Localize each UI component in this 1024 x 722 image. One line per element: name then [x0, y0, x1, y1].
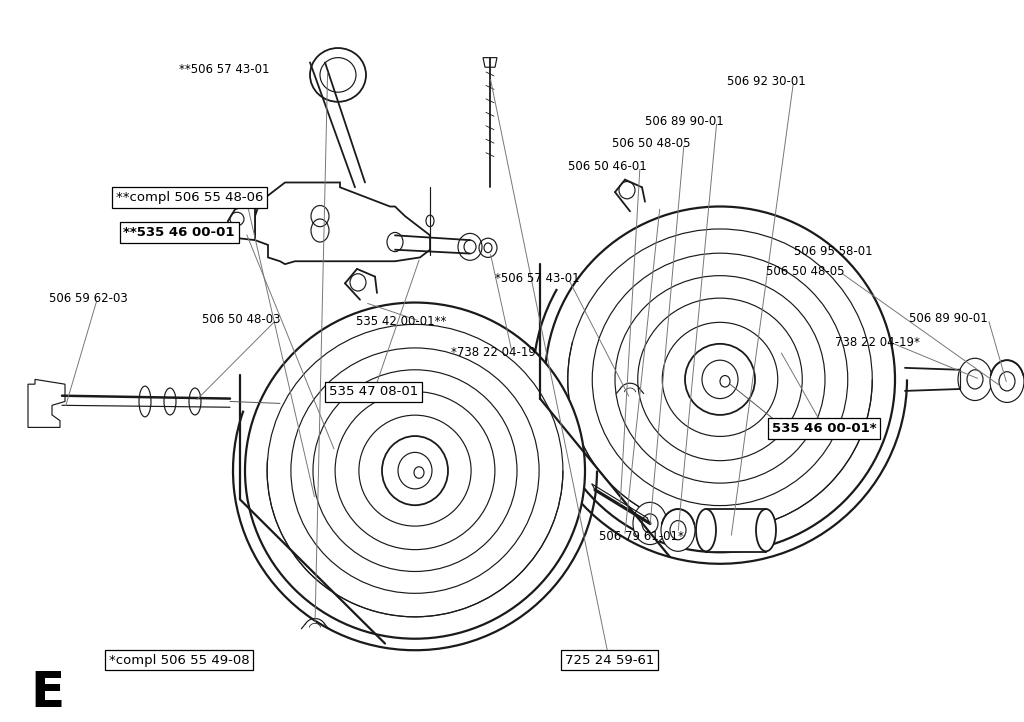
- Text: 506 50 48-05: 506 50 48-05: [612, 137, 691, 150]
- Text: 535 42 00-01**: 535 42 00-01**: [356, 315, 446, 328]
- Ellipse shape: [382, 436, 449, 505]
- Text: **535 46 00-01: **535 46 00-01: [124, 226, 234, 239]
- Text: E: E: [31, 669, 65, 717]
- Ellipse shape: [662, 509, 695, 552]
- Ellipse shape: [310, 48, 366, 102]
- Text: 725 24 59-61: 725 24 59-61: [564, 653, 654, 666]
- Text: 506 50 48-05: 506 50 48-05: [766, 266, 845, 279]
- Text: 506 89 90-01: 506 89 90-01: [645, 115, 724, 128]
- Ellipse shape: [245, 303, 585, 639]
- Polygon shape: [483, 58, 497, 67]
- Ellipse shape: [164, 388, 176, 415]
- Polygon shape: [255, 183, 430, 264]
- Ellipse shape: [685, 344, 755, 415]
- Text: **506 57 43-01: **506 57 43-01: [179, 63, 269, 76]
- Text: 506 50 48-03: 506 50 48-03: [202, 313, 281, 326]
- Text: 506 89 90-01: 506 89 90-01: [909, 313, 988, 326]
- Ellipse shape: [633, 503, 667, 544]
- Polygon shape: [706, 509, 766, 552]
- Ellipse shape: [545, 206, 895, 552]
- Text: 506 59 62-03: 506 59 62-03: [49, 292, 128, 305]
- Ellipse shape: [189, 388, 201, 415]
- Polygon shape: [228, 201, 255, 240]
- Text: *738 22 04-19: *738 22 04-19: [451, 346, 536, 359]
- Text: **compl 506 55 48-06: **compl 506 55 48-06: [116, 191, 263, 204]
- Text: 506 79 61-01*: 506 79 61-01*: [599, 529, 684, 542]
- Text: *compl 506 55 49-08: *compl 506 55 49-08: [109, 653, 250, 666]
- Text: 738 22 04-19*: 738 22 04-19*: [835, 336, 920, 349]
- Text: 506 95 58-01: 506 95 58-01: [794, 245, 872, 258]
- Text: 535 47 08-01: 535 47 08-01: [329, 386, 419, 399]
- Ellipse shape: [139, 386, 151, 417]
- Text: 506 92 30-01: 506 92 30-01: [727, 74, 806, 87]
- Ellipse shape: [696, 509, 716, 552]
- Ellipse shape: [958, 358, 992, 401]
- Text: *506 57 43-01: *506 57 43-01: [495, 272, 580, 285]
- Polygon shape: [28, 379, 65, 427]
- Text: 506 50 46-01: 506 50 46-01: [568, 160, 647, 173]
- Ellipse shape: [990, 360, 1024, 402]
- Text: 535 46 00-01*: 535 46 00-01*: [772, 422, 877, 435]
- Ellipse shape: [756, 509, 776, 552]
